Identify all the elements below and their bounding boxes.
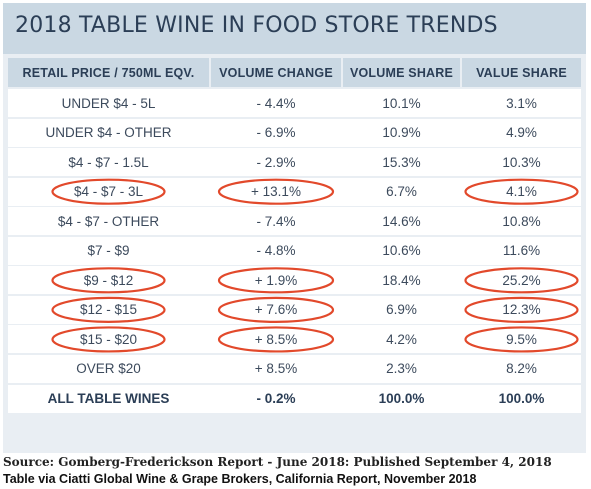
cell-volume-change: + 7.6% xyxy=(211,295,341,324)
cell-volume-change: + 8.5% xyxy=(211,325,341,354)
cell-volume-share: 10.6% xyxy=(343,236,460,265)
cell-value-share: 3.1% xyxy=(462,89,581,118)
cell-price: $15 - $20 xyxy=(8,325,209,354)
cell-value-share: 10.8% xyxy=(462,207,581,236)
column-header-price: RETAIL PRICE / 750ML EQV. xyxy=(8,58,209,87)
credit-note: Table via Ciatti Global Wine & Grape Bro… xyxy=(3,472,477,486)
cell-volume-share: 10.1% xyxy=(343,89,460,118)
cell-price: $7 - $9 xyxy=(8,236,209,265)
cell-value-share: 9.5% xyxy=(462,325,581,354)
cell-volume-change: + 8.5% xyxy=(211,354,341,383)
cell-volume-share: 6.9% xyxy=(343,295,460,324)
cell-value-share: 25.2% xyxy=(462,266,581,295)
cell-value-share: 12.3% xyxy=(462,295,581,324)
cell-volume-change: - 4.4% xyxy=(211,89,341,118)
cell-price: $4 - $7 - OTHER xyxy=(8,207,209,236)
cell-volume-share: 18.4% xyxy=(343,266,460,295)
cell-volume-share: 4.2% xyxy=(343,325,460,354)
cell-price: $12 - $15 xyxy=(8,295,209,324)
cell-volume-share: 6.7% xyxy=(343,177,460,206)
cell-price: $9 - $12 xyxy=(8,266,209,295)
cell-price: $4 - $7 - 1.5L xyxy=(8,148,209,177)
wine-trends-table: RETAIL PRICE / 750ML EQV. VOLUME CHANGE VO… xyxy=(3,3,586,453)
cell-price: $4 - $7 - 3L xyxy=(8,177,209,206)
cell-volume-change: + 1.9% xyxy=(211,266,341,295)
cell-value-share: 4.1% xyxy=(462,177,581,206)
cell-price: UNDER $4 - 5L xyxy=(8,89,209,118)
cell-price: OVER $20 xyxy=(8,354,209,383)
cell-volume-change: + 13.1% xyxy=(211,177,341,206)
cell-value-share: 11.6% xyxy=(462,236,581,265)
cell-volume-share: 14.6% xyxy=(343,207,460,236)
column-header-volume-change: VOLUME CHANGE xyxy=(211,58,341,87)
table-title: 2018 TABLE WINE IN FOOD STORE TRENDS xyxy=(15,13,498,38)
cell-value-share: 8.2% xyxy=(462,354,581,383)
cell-volume-share: 15.3% xyxy=(343,148,460,177)
title-bar: 2018 TABLE WINE IN FOOD STORE TRENDS xyxy=(3,3,586,54)
cell-volume-change: - 2.9% xyxy=(211,148,341,177)
cell-value-share: 10.3% xyxy=(462,148,581,177)
cell-volume-change: - 4.8% xyxy=(211,236,341,265)
total-cell-volume-change: - 0.2% xyxy=(211,384,341,413)
table-frame: 2018 TABLE WINE IN FOOD STORE TRENDS RET… xyxy=(3,3,586,453)
column-header-volume-share: VOLUME SHARE xyxy=(343,58,460,87)
column-header-value-share: VALUE SHARE xyxy=(462,58,581,87)
total-cell-price: ALL TABLE WINES xyxy=(8,384,209,413)
cell-volume-change: - 7.4% xyxy=(211,207,341,236)
source-note: Source: Gomberg-Frederickson Report - Ju… xyxy=(3,455,552,469)
cell-value-share: 4.9% xyxy=(462,118,581,147)
total-cell-value-share: 100.0% xyxy=(462,384,581,413)
cell-price: UNDER $4 - OTHER xyxy=(8,118,209,147)
cell-volume-change: - 6.9% xyxy=(211,118,341,147)
cell-volume-share: 10.9% xyxy=(343,118,460,147)
cell-volume-share: 2.3% xyxy=(343,354,460,383)
total-cell-volume-share: 100.0% xyxy=(343,384,460,413)
